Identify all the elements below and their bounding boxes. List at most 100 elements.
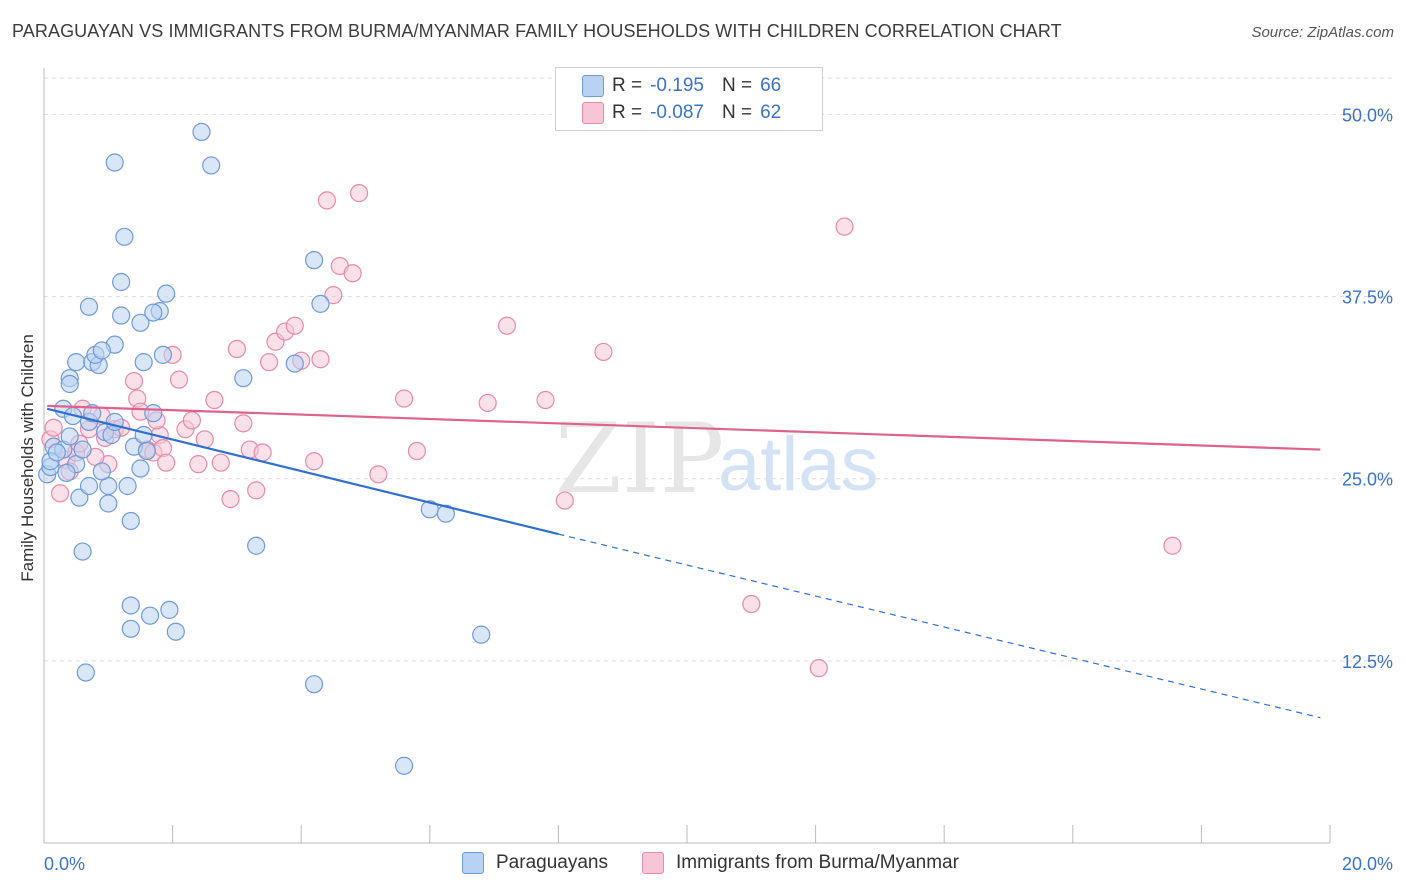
legend-r-label: R = <box>612 75 643 96</box>
paraguayans-data-point <box>394 756 414 775</box>
paraguayans-data-point <box>131 313 150 332</box>
legend-r-label: R = <box>612 102 643 123</box>
paraguayans-data-point <box>70 488 89 507</box>
burma-data-point <box>189 455 208 474</box>
burma-data-point <box>394 389 414 408</box>
legend-row-burma: R = -0.087 N = 62 <box>582 101 781 125</box>
paraguayans-data-point <box>131 459 150 478</box>
burma-data-point <box>555 491 574 510</box>
paraguayans-data-point <box>121 511 140 531</box>
trend-lines <box>46 404 1321 719</box>
burma-data-point <box>478 393 497 413</box>
paraguayans-data-point <box>83 404 102 423</box>
burma-data-point <box>253 443 272 462</box>
bottom-legend-swatch-blue <box>462 852 484 874</box>
paraguayans-data-point <box>67 353 86 372</box>
burma-data-point <box>304 452 324 471</box>
paraguayans-data-point <box>99 494 118 513</box>
burma-data-point <box>247 481 266 500</box>
paraguayans-trend-line <box>46 407 559 536</box>
bottom-legend-label: Immigrants from Burma/Myanmar <box>676 852 959 873</box>
burma-data-point <box>324 286 343 305</box>
paraguayans-data-point <box>234 369 253 388</box>
paraguayans-data-point <box>134 353 153 372</box>
burma-data-point <box>169 370 189 389</box>
legend-r-value: -0.195 <box>650 75 704 96</box>
watermark-atlas: atlas <box>718 422 879 507</box>
burma-data-point <box>259 353 279 372</box>
bottom-legend-burma: Immigrants from Burma/Myanmar <box>642 851 959 875</box>
burma-data-point <box>343 264 362 283</box>
paraguayans-data-point <box>144 404 163 423</box>
y-tick-label: 25.0% <box>1342 470 1393 490</box>
paraguayans-data-point <box>112 306 131 325</box>
burma-data-point <box>44 418 63 437</box>
burma-data-point <box>285 316 304 335</box>
bottom-legend-label: Paraguayans <box>496 852 608 873</box>
paraguayans-data-point <box>105 153 124 172</box>
legend-box: R = -0.195 N = 66 R = -0.087 N = 62 <box>555 67 823 131</box>
x-tick-label-min: 0.0% <box>44 854 85 874</box>
burma-data-point <box>221 490 240 509</box>
burma-data-point <box>234 414 253 433</box>
paraguayans-data-point <box>202 156 221 175</box>
burma-data-point <box>227 339 246 359</box>
paraguayans-data-point <box>115 227 134 246</box>
burma-data-point <box>1163 536 1182 555</box>
burma-data-point <box>742 594 761 614</box>
paraguayans-data-point <box>160 600 179 619</box>
burma-data-point <box>317 191 337 210</box>
paraguayans-data-point <box>112 272 131 292</box>
burma-data-point <box>311 350 330 369</box>
paraguayans-data-point <box>60 427 79 446</box>
paraguayans-data-point <box>121 596 140 615</box>
burma-data-point <box>182 411 201 430</box>
paraguayans-data-point <box>76 663 95 682</box>
bottom-legend-paraguayans: Paraguayans <box>462 851 608 875</box>
paraguayans-data-point <box>118 476 137 496</box>
paraguayans-data-point <box>311 294 330 313</box>
legend-swatch-blue <box>582 75 604 97</box>
legend-row-paraguayans: R = -0.195 N = 66 <box>582 74 781 98</box>
burma-trend-line <box>47 404 1321 451</box>
burma-data-point <box>407 441 427 461</box>
legend-n-value: 62 <box>760 102 782 123</box>
paraguayans-data-point <box>73 440 92 459</box>
burma-data-point <box>594 342 613 362</box>
burma-data-point <box>369 465 388 484</box>
burma-data-point <box>349 184 369 203</box>
paraguayans-data-point <box>47 443 66 462</box>
paraguayans-data-point <box>57 463 76 482</box>
series-paraguayans-points <box>38 122 491 775</box>
legend-n-label: N = <box>721 102 753 123</box>
paraguayans-data-point <box>92 341 111 360</box>
burma-data-point <box>835 217 854 236</box>
paraguayans-data-point <box>153 345 173 364</box>
tick-labels: 12.5% 25.0% 37.5% 50.0% 0.0% 20.0% <box>44 105 1393 874</box>
watermark-zip: ZIP <box>555 403 724 515</box>
paraguayans-data-point <box>140 606 160 625</box>
bottom-legend-swatch-pink <box>642 852 664 874</box>
chart-title: PARAGUAYAN VS IMMIGRANTS FROM BURMA/MYAN… <box>12 21 1062 41</box>
paraguayans-data-point <box>92 462 111 481</box>
burma-data-point <box>536 390 555 410</box>
legend-n-label: N = <box>721 75 753 96</box>
paraguayans-data-point <box>79 297 99 316</box>
paraguayans-trend-extension <box>558 533 1321 719</box>
paraguayans-data-point <box>436 504 455 523</box>
burma-data-point <box>205 390 224 410</box>
y-tick-label: 50.0% <box>1342 105 1393 125</box>
paraguayans-data-point <box>73 542 92 561</box>
legend-n-value: 66 <box>760 75 782 96</box>
paraguayans-data-point <box>192 122 211 142</box>
burma-data-point <box>50 484 70 503</box>
y-tick-label: 12.5% <box>1342 652 1393 672</box>
paraguayans-data-point <box>79 476 99 496</box>
paraguayans-data-point <box>472 625 491 644</box>
paraguayans-data-point <box>304 251 324 270</box>
legend-swatch-pink <box>582 102 604 124</box>
paraguayans-data-point <box>137 441 156 461</box>
legend-r-value: -0.087 <box>650 102 704 123</box>
paraguayans-data-point <box>304 675 324 694</box>
